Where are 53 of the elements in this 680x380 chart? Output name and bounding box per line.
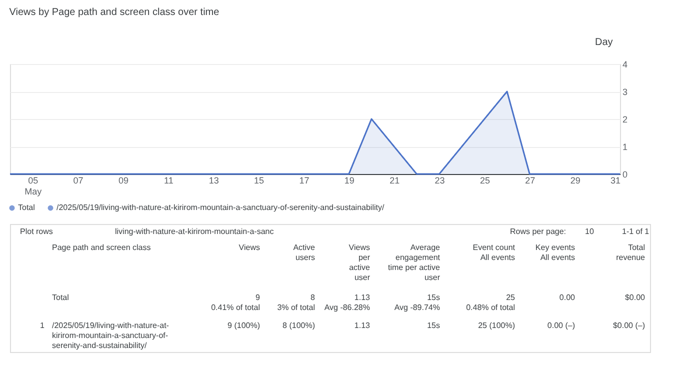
text: $0.00 (–) — [612, 321, 646, 330]
text: 15s Avg -89.74% — [394, 293, 440, 312]
x-tick-label: 21 — [390, 176, 400, 186]
text: 9 (100%) — [228, 321, 260, 330]
x-tick-label: 29 — [570, 176, 580, 186]
text: Rows per page: — [510, 227, 566, 236]
text: 1 — [40, 321, 45, 330]
legend-label: Total — [18, 203, 36, 212]
text: Plot rows — [20, 227, 53, 236]
text: Total — [52, 293, 70, 302]
text: 15s — [427, 321, 440, 330]
y-tick-label: 2 — [622, 114, 628, 124]
text: Page path and screen class — [52, 243, 151, 252]
y-tick-label: 3 — [622, 87, 628, 97]
text: Views — [238, 243, 260, 252]
text: Average engagement time per active user — [388, 243, 441, 282]
y-tick-label: 4 — [622, 60, 628, 70]
chart-title: Views by Page path and screen class over time — [9, 7, 220, 18]
x-tick-label: 19 — [344, 176, 354, 186]
x-tick-label: 23 — [434, 176, 445, 186]
text: 1.13 — [354, 321, 371, 330]
x-tick-label: 07 — [73, 176, 84, 186]
x-tick-label: 13 — [208, 176, 219, 186]
text: 8 3% of total — [277, 293, 316, 312]
text: Total revenue — [616, 243, 646, 262]
text: $0.00 — [624, 293, 646, 302]
text: living-with-nature-at-kirirom-mountain-a-sanc — [115, 227, 274, 236]
text: 0.00 (–) — [547, 321, 576, 330]
text: 25 (100%) — [478, 321, 516, 330]
x-tick-label: 05 May — [24, 176, 42, 196]
text: Active users — [293, 243, 316, 262]
y-tick-label: 1 — [622, 142, 628, 152]
text: Day — [595, 37, 613, 48]
text: 10 — [585, 227, 594, 236]
x-tick-label: 25 — [480, 176, 490, 186]
x-tick-label: 11 — [164, 176, 174, 186]
text: 9 0.41% of total — [211, 293, 261, 312]
text: 25 0.48% of total — [466, 293, 516, 312]
text: Views per active user — [348, 243, 371, 282]
text: 1.13 Avg -86.28% — [324, 293, 371, 312]
y-tick-label: 0 — [622, 170, 628, 180]
x-tick-label: 15 — [254, 176, 264, 186]
x-tick-label: 17 — [299, 176, 310, 186]
text: Key events All events — [535, 243, 575, 262]
x-tick-label: 31 — [610, 176, 620, 186]
x-tick-label: 09 — [118, 176, 128, 186]
text: 1-1 of 1 — [622, 227, 650, 236]
text: Event count All events — [472, 243, 516, 262]
legend-label: /2025/05/19/living-with-nature-at-kirirom-mountain-a-sanctuary-of-serenity-and-sustainability/ — [56, 203, 385, 212]
text: 0.00 — [559, 293, 576, 302]
x-tick-label: 27 — [525, 176, 536, 186]
text: /2025/05/19/living-with-nature-at-kirirom-mountain-a-sanctuary-of-serenity-and-sustainability/ — [52, 321, 170, 350]
text: 8 (100%) — [282, 321, 316, 330]
